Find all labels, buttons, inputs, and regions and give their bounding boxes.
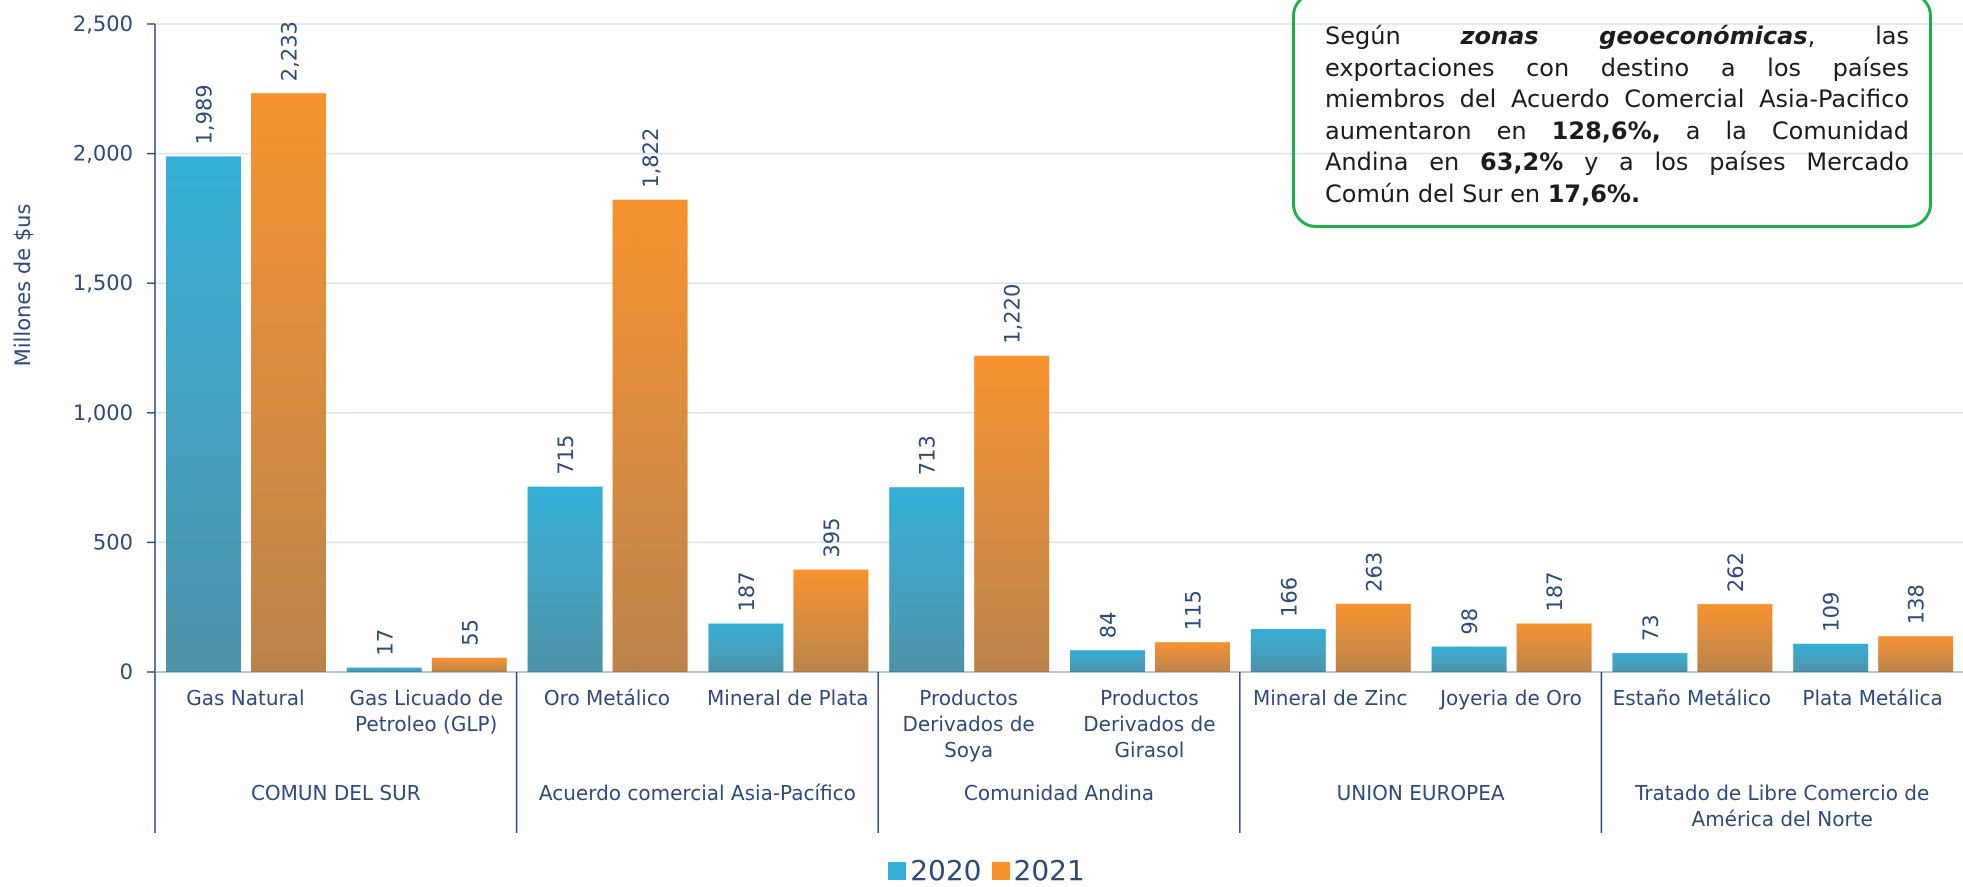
x-tick-label: Oro Metálico	[543, 686, 671, 710]
legend-label: 2020	[910, 854, 982, 887]
bar-shade	[1793, 643, 1869, 672]
bar-shade	[1431, 646, 1507, 672]
x-tick-label: Gas Natural	[186, 686, 305, 710]
annotation: Según zonas geoeconómicas, las exportaci…	[1292, 0, 1932, 228]
bar-shade	[1878, 636, 1954, 672]
x-tick-label: Estaño Metálico	[1612, 686, 1771, 710]
annotation-text: y a los países Mercado Común del Sur en	[1325, 148, 1909, 208]
data-label: 55	[458, 619, 482, 646]
x-tick-label: Mineral de Plata	[707, 686, 869, 710]
bar-shade	[1335, 603, 1411, 672]
legend-swatch	[888, 862, 907, 880]
x-tick-label: Plata Metálica	[1802, 686, 1943, 710]
bar-shade	[346, 667, 422, 672]
annotation-text: Según	[1325, 22, 1461, 50]
data-label: 715	[554, 435, 578, 475]
group-label: Acuerdo comercial Asia-Pacífico	[538, 781, 856, 805]
data-label: 73	[1639, 614, 1663, 641]
x-tick-label: Joyeria de Oro	[1440, 686, 1582, 710]
bar-shade	[1070, 650, 1145, 672]
group-label: Comunidad Andina	[963, 781, 1155, 805]
bar-shade	[974, 355, 1050, 672]
data-label: 262	[1724, 552, 1748, 592]
y-tick-label: 500	[93, 530, 133, 554]
legend-label: 2021	[1013, 854, 1085, 887]
x-tick-label: Productos Derivados de Soya	[902, 686, 1035, 762]
data-label: 187	[1543, 571, 1567, 611]
bar-shade	[1697, 604, 1773, 672]
data-label: 713	[916, 435, 940, 475]
y-tick-label: 1,000	[73, 401, 133, 425]
bar-shade	[1250, 628, 1326, 672]
y-tick-label: 2,000	[73, 142, 133, 166]
group-label: Tratado de Libre Comercio de América del…	[1635, 781, 1930, 831]
x-tick-label: Productos Derivados de Girasol	[1083, 686, 1216, 762]
y-axis-label: Millones de $us	[11, 204, 35, 367]
data-label: 166	[1277, 577, 1301, 617]
data-label: 263	[1362, 552, 1386, 592]
y-tick-label: 2,500	[73, 12, 133, 36]
y-tick-label: 1,500	[73, 271, 133, 295]
data-label: 138	[1905, 584, 1929, 624]
data-label: 84	[1097, 611, 1121, 638]
group-label: COMUN DEL SUR	[250, 781, 421, 805]
data-label: 1,220	[1001, 284, 1025, 344]
annotation-text: a la Comunidad Andina en	[1325, 116, 1910, 177]
data-label: 395	[820, 518, 844, 558]
annotation-text: , las exportaciones con destino a los pa…	[1325, 22, 1909, 145]
data-label: 1,822	[639, 128, 663, 188]
data-label: 2,233	[278, 21, 302, 81]
bar-shade	[527, 486, 603, 672]
bar-shade	[166, 156, 241, 673]
bar-shade	[1516, 623, 1592, 672]
group-label: UNION EUROPEA	[1336, 781, 1505, 805]
legend-swatch	[991, 862, 1010, 880]
data-label: 1,989	[193, 84, 217, 144]
bar-shade	[612, 199, 688, 672]
data-label: 17	[373, 629, 397, 656]
bar-shade	[251, 93, 326, 672]
bar-shade	[1155, 642, 1230, 672]
data-label: 98	[1458, 608, 1482, 635]
bar-shade	[889, 487, 965, 672]
x-tick-label: Gas Licuado de Petroleo (GLP)	[349, 686, 503, 736]
legend: 2020 2021	[0, 854, 1963, 887]
annotation-text: 128,6%,	[1551, 116, 1661, 145]
bar-shade	[708, 623, 784, 672]
annotation-text: zonas geoeconómicas	[1460, 22, 1808, 50]
data-label: 187	[735, 571, 759, 611]
data-label: 115	[1182, 590, 1206, 630]
annotation-text: 63,2%	[1480, 148, 1564, 176]
bar-shade	[1612, 653, 1688, 672]
bar-shade	[431, 657, 507, 672]
x-tick-label: Mineral de Zinc	[1252, 686, 1408, 710]
y-tick-label: 0	[120, 660, 133, 684]
bar-shade	[793, 569, 869, 672]
data-label: 109	[1820, 592, 1844, 632]
annotation-text: 17,6%.	[1547, 179, 1641, 208]
